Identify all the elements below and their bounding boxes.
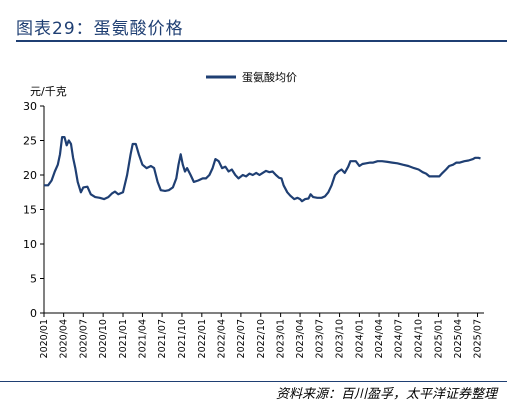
y-tick-label: 10 [23,238,37,251]
legend-label: 蛋氨酸均价 [242,70,297,84]
y-tick-label: 25 [23,135,37,148]
x-tick-label: 2020/07 [78,319,89,358]
x-tick-label: 2022/01 [197,319,208,358]
x-tick-label: 2023/07 [315,319,326,358]
x-tick-label: 2020/04 [59,319,70,358]
x-tick-label: 2022/07 [236,319,247,358]
x-tick-label: 2023/04 [295,319,306,358]
source-rule [0,381,507,382]
y-tick-label: 0 [30,307,37,320]
y-axis-label: 元/千克 [30,85,67,98]
y-tick-label: 20 [23,169,37,182]
price-chart: 元/千克 蛋氨酸均价 0 5 10 15 20 25 30 2020/01 2020/04 202… [23,70,484,358]
x-tick-label: 2024/01 [354,319,365,358]
x-tick-label: 2024/04 [374,319,385,358]
x-tick-label: 2025/07 [473,319,484,358]
x-tick-label: 2021/01 [118,319,129,358]
x-tick-label: 2023/01 [276,319,287,358]
y-tick-label: 30 [23,100,37,113]
y-tick-label: 15 [23,204,37,217]
x-tick-label: 2021/07 [157,319,168,358]
source-note: 资料来源：百川盈孚，太平洋证券整理 [275,387,497,402]
y-tick-label: 5 [30,273,37,286]
x-tick-label: 2020/01 [39,319,50,358]
title-rule [16,40,507,42]
series-line-methionine-price [44,136,481,203]
x-tick-label: 2025/01 [433,319,444,358]
x-tick-label: 2022/04 [216,319,227,358]
x-tick-label: 2025/04 [453,319,464,358]
x-tick-label: 2021/04 [137,319,148,358]
x-tick-label: 2024/10 [414,319,425,358]
x-tick-label: 2022/10 [256,319,267,358]
x-tick-label: 2024/07 [394,319,405,358]
x-tick-label: 2020/10 [98,319,109,358]
page-title: 图表29：蛋氨酸价格 [16,19,184,39]
x-tick-label: 2023/10 [335,319,346,358]
legend: 蛋氨酸均价 [206,70,297,84]
x-tick-label: 2021/10 [177,319,188,358]
